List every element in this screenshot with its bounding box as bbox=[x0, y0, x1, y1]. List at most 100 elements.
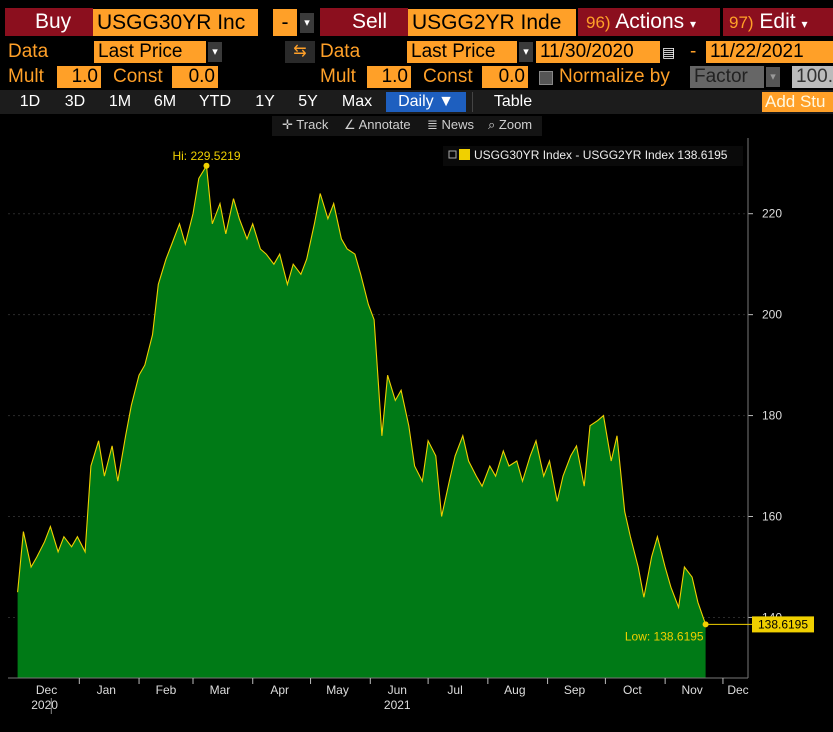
chevron-down-icon[interactable]: ▾ bbox=[519, 42, 533, 62]
zoom-tool[interactable]: ⌕ Zoom bbox=[488, 117, 532, 133]
spread-chart[interactable]: 140160180200220 DecJanFebMarAprMayJunJul… bbox=[0, 138, 833, 732]
table-button[interactable]: Table bbox=[472, 92, 553, 112]
y-tick-label: 160 bbox=[762, 510, 782, 524]
data-label-buy: Data bbox=[8, 41, 49, 62]
ticker-strip bbox=[0, 0, 833, 8]
calendar-icon[interactable]: ▤ bbox=[662, 44, 676, 60]
x-month-label: May bbox=[326, 683, 349, 697]
x-year-label: 2021 bbox=[384, 698, 411, 712]
x-month-label: Sep bbox=[564, 683, 586, 697]
y-tick-label: 220 bbox=[762, 207, 782, 221]
track-label: Track bbox=[296, 117, 329, 132]
period-1y-button[interactable]: 1Y bbox=[245, 92, 285, 112]
x-month-label: Apr bbox=[270, 683, 289, 697]
actions-menu[interactable]: 96) Actions ▾ bbox=[578, 8, 720, 36]
const-input-buy[interactable]: 0.0 bbox=[172, 66, 218, 88]
const-label-sell: Const bbox=[423, 66, 473, 87]
x-year-label: 2020 bbox=[31, 698, 58, 712]
frequency-select[interactable]: Daily ▼ bbox=[386, 92, 466, 112]
period-max-button[interactable]: Max bbox=[333, 92, 381, 112]
x-month-label: Dec bbox=[36, 683, 57, 697]
const-label-buy: Const bbox=[113, 66, 163, 87]
edit-number: 97) bbox=[729, 13, 754, 32]
mult-label-sell: Mult bbox=[320, 66, 356, 87]
zoom-label: Zoom bbox=[498, 117, 533, 132]
period-6m-button[interactable]: 6M bbox=[145, 92, 185, 112]
chevron-down-icon: ▾ bbox=[689, 17, 697, 31]
normalize-factor-select[interactable]: Factor bbox=[690, 66, 764, 88]
sell-field-select[interactable]: Last Price bbox=[407, 41, 517, 63]
const-input-sell[interactable]: 0.0 bbox=[482, 66, 528, 88]
low-label: Low: 138.6195 bbox=[625, 629, 704, 643]
x-month-label: Dec bbox=[727, 683, 748, 697]
data-row: Data Last Price ▾ ⇆ Data Last Price ▾ 11… bbox=[0, 40, 833, 64]
normalize-label: Normalize by bbox=[559, 66, 670, 87]
normalize-value-field[interactable]: 100. bbox=[792, 66, 833, 88]
buy-label: Buy bbox=[5, 8, 93, 36]
mult-input-buy[interactable]: 1.0 bbox=[57, 66, 101, 88]
x-month-label: Jul bbox=[447, 683, 462, 697]
buy-ticker-field[interactable]: USGG30YR Inc bbox=[93, 9, 258, 36]
chevron-down-icon[interactable]: ▾ bbox=[208, 42, 222, 62]
period-1m-button[interactable]: 1M bbox=[100, 92, 140, 112]
normalize-checkbox[interactable] bbox=[539, 71, 553, 85]
legend-box bbox=[443, 146, 743, 166]
legend-label: USGG30YR Index - USGG2YR Index 138.6195 bbox=[474, 148, 728, 162]
high-point bbox=[203, 162, 210, 169]
mult-row: Mult 1.0 Const 0.0 Mult 1.0 Const 0.0 No… bbox=[0, 65, 833, 89]
period-1d-button[interactable]: 1D bbox=[10, 92, 50, 112]
actions-number: 96) bbox=[586, 13, 611, 32]
sell-label: Sell bbox=[320, 8, 408, 36]
add-study-field[interactable]: Add Stu bbox=[762, 92, 833, 112]
x-axis: Dec Jan Feb Mar Apr May Jun Jul Aug Sep Oct Nov Dec2… bbox=[8, 677, 749, 714]
x-month-label: Jun bbox=[388, 683, 407, 697]
high-label: Hi: 229.5219 bbox=[172, 149, 240, 163]
actions-label: Actions bbox=[615, 10, 685, 33]
operator-dropdown-icon[interactable]: ▾ bbox=[300, 13, 314, 33]
magnifier-icon: ⌕ bbox=[488, 117, 496, 132]
chevron-down-icon[interactable]: ▾ bbox=[766, 67, 780, 87]
chart-tools-panel bbox=[272, 116, 542, 136]
data-label-sell: Data bbox=[320, 41, 361, 62]
edit-menu[interactable]: 97) Edit ▾ bbox=[723, 8, 833, 36]
x-month-label: Feb bbox=[156, 683, 177, 697]
x-month-label: Aug bbox=[504, 683, 525, 697]
annotate-tool[interactable]: ∠ Annotate bbox=[344, 117, 411, 133]
news-icon: ≣ bbox=[427, 117, 438, 132]
spread-area bbox=[17, 165, 706, 679]
mult-label-buy: Mult bbox=[8, 66, 44, 87]
y-tick-label: 200 bbox=[762, 308, 782, 322]
x-month-label: Oct bbox=[623, 683, 642, 697]
triangle-down-icon: ▼ bbox=[438, 93, 454, 110]
frequency-label: Daily bbox=[398, 93, 434, 110]
last-value-label: 138.6195 bbox=[758, 617, 808, 631]
last-value-badge bbox=[752, 616, 814, 633]
legend-toggle-icon bbox=[448, 150, 457, 159]
news-tool[interactable]: ≣ News bbox=[427, 117, 474, 133]
pencil-icon: ∠ bbox=[344, 117, 356, 132]
start-date-field[interactable]: 11/30/2020 bbox=[536, 41, 660, 63]
security-toolbar: Buy USGG30YR Inc - ▾ Sell USGG2YR Inde 9… bbox=[0, 8, 833, 38]
sell-ticker-field[interactable]: USGG2YR Inde bbox=[408, 9, 576, 36]
annotate-label: Annotate bbox=[358, 117, 411, 132]
x-month-label: Mar bbox=[210, 683, 231, 697]
legend-swatch bbox=[459, 149, 470, 160]
period-5y-button[interactable]: 5Y bbox=[288, 92, 328, 112]
date-separator: - bbox=[690, 41, 697, 62]
edit-label: Edit bbox=[759, 10, 796, 33]
operator-field[interactable]: - bbox=[273, 9, 297, 36]
period-ytd-button[interactable]: YTD bbox=[190, 92, 240, 112]
x-month-label: Nov bbox=[681, 683, 702, 697]
news-label: News bbox=[441, 117, 475, 132]
mult-input-sell[interactable]: 1.0 bbox=[367, 66, 411, 88]
x-month-label: Jan bbox=[97, 683, 116, 697]
chart-annotations: Hi: 229.5219 Low: 138.6195 138.6195 USGG30Y… bbox=[172, 146, 814, 643]
spread-line bbox=[17, 164, 707, 625]
chevron-down-icon: ▾ bbox=[801, 17, 808, 31]
y-tick-label: 180 bbox=[762, 409, 782, 423]
track-tool[interactable]: ✛ Track bbox=[282, 117, 328, 133]
period-3d-button[interactable]: 3D bbox=[55, 92, 95, 112]
buy-field-select[interactable]: Last Price bbox=[94, 41, 206, 63]
end-date-field[interactable]: 11/22/2021 bbox=[706, 41, 833, 63]
swap-icon[interactable]: ⇆ bbox=[285, 41, 315, 63]
